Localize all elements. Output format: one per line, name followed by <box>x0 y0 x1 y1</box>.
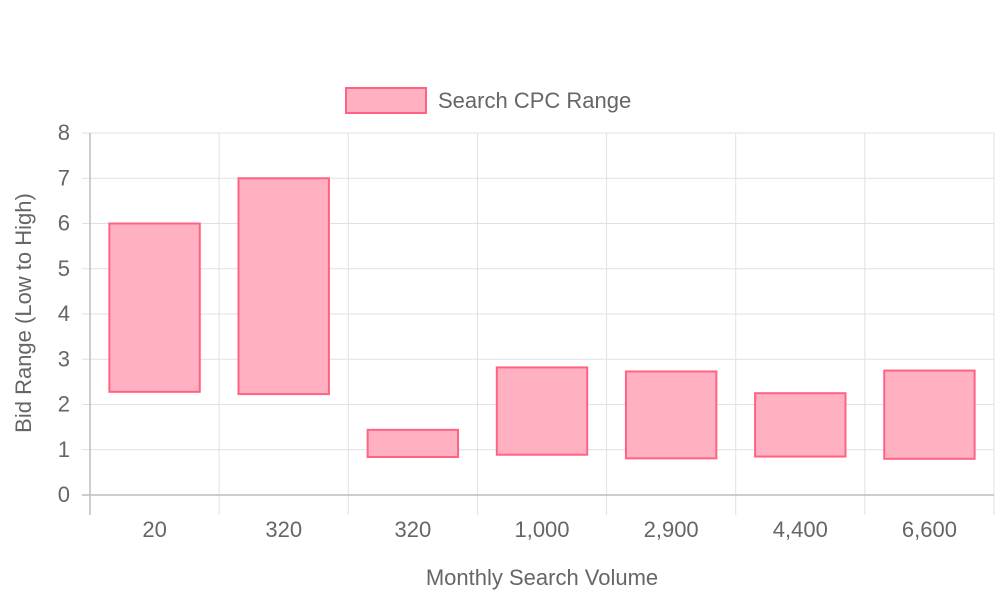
x-tick-label: 6,600 <box>902 517 957 542</box>
legend-swatch <box>345 87 427 114</box>
range-bar[interactable] <box>754 392 847 458</box>
x-axis-title: Monthly Search Volume <box>426 565 658 590</box>
tick-labels: 0 1 2 3 4 5 6 7 8 20 320 320 1,000 2,900 4,400 6,600 <box>58 120 957 542</box>
legend[interactable]: Search CPC Range <box>345 87 631 114</box>
x-tick-label: 320 <box>394 517 431 542</box>
axes <box>82 133 994 515</box>
y-tick-label: 2 <box>58 392 70 417</box>
x-tick-label: 320 <box>265 517 302 542</box>
bars <box>108 177 976 460</box>
y-axis-title: Bid Range (Low to High) <box>11 193 36 433</box>
x-tick-label: 2,900 <box>644 517 699 542</box>
y-tick-label: 5 <box>58 256 70 281</box>
x-tick-label: 20 <box>142 517 166 542</box>
range-bar[interactable] <box>495 366 589 456</box>
range-bar[interactable] <box>883 369 976 460</box>
y-tick-label: 0 <box>58 482 70 507</box>
y-tick-label: 3 <box>58 346 70 371</box>
y-tick-label: 1 <box>58 437 70 462</box>
x-tick-label: 1,000 <box>514 517 569 542</box>
x-tick-label: 4,400 <box>773 517 828 542</box>
range-bar[interactable] <box>108 222 201 393</box>
grid-lines <box>82 132 995 515</box>
y-tick-label: 4 <box>58 301 70 326</box>
y-tick-label: 6 <box>58 211 70 236</box>
range-bar[interactable] <box>366 428 460 458</box>
range-bar[interactable] <box>624 370 718 460</box>
y-tick-label: 7 <box>58 165 70 190</box>
y-tick-label: 8 <box>58 120 70 145</box>
legend-label: Search CPC Range <box>438 88 631 113</box>
range-bar[interactable] <box>237 177 330 396</box>
